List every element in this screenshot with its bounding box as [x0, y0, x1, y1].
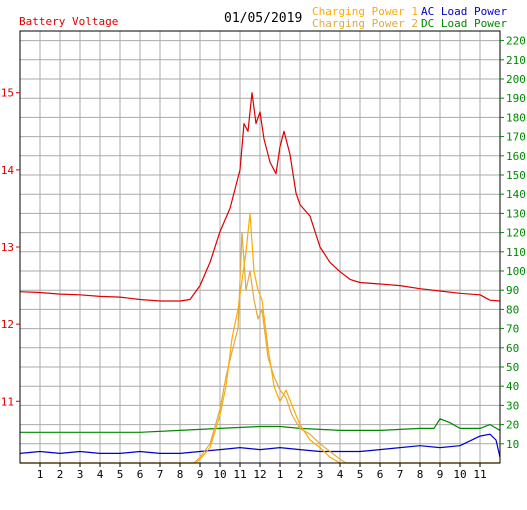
legend-charging-power-1: Charging Power 1	[312, 5, 418, 18]
left-axis-tick-label: 11	[1, 395, 14, 408]
x-axis-tick-label: 7	[157, 468, 164, 481]
x-axis-tick-label: 11	[233, 468, 246, 481]
x-axis-tick-label: 7	[397, 468, 404, 481]
x-axis-tick-label: 10	[453, 468, 466, 481]
x-axis-tick-label: 11	[473, 468, 486, 481]
right-axis-tick-label: 110	[506, 246, 526, 259]
x-axis-tick-label: 5	[357, 468, 364, 481]
x-axis-tick-label: 1	[37, 468, 44, 481]
right-axis-tick-label: 90	[506, 284, 519, 297]
right-axis-tick-label: 200	[506, 73, 526, 86]
right-axis-tick-label: 140	[506, 188, 526, 201]
x-axis-tick-label: 4	[97, 468, 104, 481]
x-axis-tick-label: 5	[117, 468, 124, 481]
x-axis-tick-label: 3	[317, 468, 324, 481]
chart-title: Battery Voltage	[19, 15, 119, 28]
right-axis-tick-label: 20	[506, 419, 519, 432]
series-line-ac-load-power	[19, 433, 501, 458]
right-axis-tick-label: 150	[506, 169, 526, 182]
right-axis-tick-label: 100	[506, 265, 526, 278]
x-axis-tick-label: 3	[77, 468, 84, 481]
right-axis-tick-label: 80	[506, 303, 519, 316]
right-axis-tick-label: 220	[506, 35, 526, 48]
chart-date: 01/05/2019	[224, 11, 303, 26]
right-axis-tick-label: 130	[506, 207, 526, 220]
x-axis-tick-label: 6	[137, 468, 144, 481]
series-line-battery-voltage	[19, 92, 501, 302]
x-axis-tick-label: 9	[437, 468, 444, 481]
x-axis-tick-label: 10	[213, 468, 226, 481]
right-axis-tick-label: 30	[506, 399, 519, 412]
right-axis-tick-label: 60	[506, 342, 519, 355]
right-axis-tick-label: 160	[506, 150, 526, 163]
legend-ac-load-power: AC Load Power	[421, 5, 508, 18]
x-axis-tick-label: 6	[377, 468, 384, 481]
series-line-charging-power-2	[20, 232, 500, 464]
right-axis-tick-label: 70	[506, 323, 519, 336]
right-axis-tick-label: 10	[506, 438, 519, 451]
x-axis-tick-label: 8	[177, 468, 184, 481]
series-line-charging-power-1	[20, 212, 500, 464]
x-axis-tick-label: 8	[417, 468, 424, 481]
right-axis-tick-label: 170	[506, 131, 526, 144]
right-axis-tick-label: 190	[506, 92, 526, 105]
right-axis-tick-label: 120	[506, 227, 526, 240]
chart-axes: 1112131415102030405060708090100110120130…	[1, 30, 526, 481]
right-axis-tick-label: 210	[506, 54, 526, 67]
chart-grid	[19, 31, 501, 463]
left-axis-tick-label: 12	[1, 318, 14, 331]
x-axis-tick-label: 1	[277, 468, 284, 481]
chart-series	[19, 92, 501, 464]
legend-charging-power-2: Charging Power 2	[312, 17, 418, 30]
right-axis-tick-label: 40	[506, 380, 519, 393]
legend-dc-load-power: DC Load Power	[421, 17, 508, 30]
left-axis-tick-label: 14	[1, 164, 15, 177]
left-axis-tick-label: 13	[1, 241, 14, 254]
series-line-dc-load-power	[20, 418, 501, 433]
x-axis-tick-label: 12	[253, 468, 266, 481]
x-axis-tick-label: 2	[297, 468, 304, 481]
x-axis-tick-label: 9	[197, 468, 204, 481]
left-axis-tick-label: 15	[1, 87, 14, 100]
right-axis-tick-label: 180	[506, 111, 526, 124]
x-axis-tick-label: 2	[57, 468, 64, 481]
x-axis-tick-label: 4	[337, 468, 344, 481]
right-axis-tick-label: 50	[506, 361, 519, 374]
